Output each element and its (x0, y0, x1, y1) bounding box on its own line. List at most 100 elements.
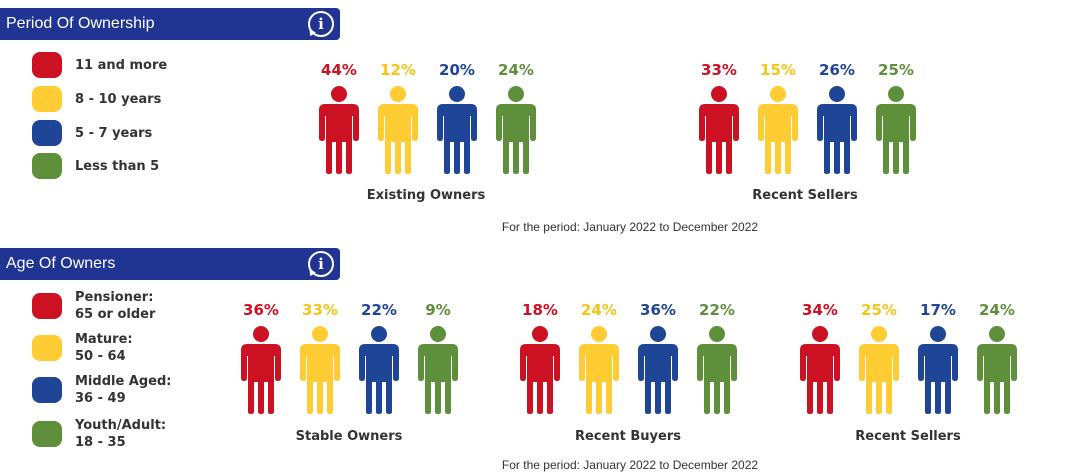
person-figure-yellow: 33% (295, 300, 345, 414)
person-icon (876, 86, 916, 174)
person-figure-red: 18% (515, 300, 565, 414)
legend-swatch-red (32, 52, 62, 78)
person-figure-red: 44% (314, 60, 364, 174)
person-icon (697, 326, 737, 414)
age-header: Age Of Owners i (0, 248, 340, 280)
percent-label: 24% (979, 301, 1015, 319)
legend-item-8-10-years: 8 - 10 years (32, 86, 161, 112)
person-icon (800, 326, 840, 414)
person-figure-yellow: 25% (854, 300, 904, 414)
person-figure-yellow: 15% (753, 60, 803, 174)
person-figure-blue: 22% (354, 300, 404, 414)
legend-item-5-7-years: 5 - 7 years (32, 120, 152, 146)
ownership-period-note: For the period: January 2022 to December… (501, 220, 759, 234)
person-figure-yellow: 12% (373, 60, 423, 174)
legend-label: Pensioner: (75, 290, 154, 305)
person-figure-yellow: 24% (574, 300, 624, 414)
legend-label: Middle Aged: (75, 374, 172, 389)
ownership-title: Period Of Ownership (6, 15, 155, 32)
person-icon (579, 326, 619, 414)
percent-label: 12% (380, 61, 416, 79)
person-figure-green: 24% (491, 60, 541, 174)
legend-item-pensioner: Pensioner: 65 or older (32, 289, 155, 323)
legend-swatch-yellow (32, 335, 62, 361)
person-icon (359, 326, 399, 414)
person-figure-blue: 20% (432, 60, 482, 174)
percent-label: 26% (819, 61, 855, 79)
legend-swatch-green (32, 153, 62, 179)
person-icon (758, 86, 798, 174)
person-figure-red: 33% (694, 60, 744, 174)
legend-sublabel: 18 - 35 (75, 435, 126, 450)
person-icon (699, 86, 739, 174)
person-icon (496, 86, 536, 174)
group-label: Recent Sellers (752, 188, 858, 203)
legend-sublabel: 50 - 64 (75, 349, 126, 364)
person-figure-red: 34% (795, 300, 845, 414)
legend-label: Youth/Adult: (75, 418, 167, 433)
percent-label: 25% (861, 301, 897, 319)
percent-label: 18% (522, 301, 558, 319)
group-label: Stable Owners (295, 429, 403, 444)
percent-label: 9% (425, 301, 451, 319)
percent-label: 36% (640, 301, 676, 319)
person-figure-green: 9% (413, 300, 463, 414)
legend-item-11-and-more: 11 and more (32, 52, 167, 78)
person-figure-red: 36% (236, 300, 286, 414)
percent-label: 33% (701, 61, 737, 79)
person-figure-blue: 26% (812, 60, 862, 174)
group-label: Recent Buyers (575, 429, 681, 444)
percent-label: 22% (361, 301, 397, 319)
legend-label: 8 - 10 years (75, 91, 162, 107)
person-figure-blue: 17% (913, 300, 963, 414)
group-label: Existing Owners (366, 188, 486, 203)
legend-swatch-blue (32, 377, 62, 403)
legend-swatch-green (32, 421, 62, 447)
percent-label: 22% (699, 301, 735, 319)
percent-label: 36% (243, 301, 279, 319)
person-figure-green: 22% (692, 300, 742, 414)
legend-swatch-blue (32, 120, 62, 146)
legend-item-middle-aged: Middle Aged: 36 - 49 (32, 373, 172, 407)
percent-label: 15% (760, 61, 796, 79)
info-icon[interactable]: i (308, 11, 334, 37)
percent-label: 20% (439, 61, 475, 79)
age-title: Age Of Owners (6, 255, 116, 272)
group-label: Recent Sellers (855, 429, 961, 444)
person-icon (418, 326, 458, 414)
person-icon (300, 326, 340, 414)
legend-label: Mature: (75, 332, 133, 347)
percent-label: 24% (498, 61, 534, 79)
legend-label: 11 and more (75, 57, 168, 73)
legend-label: Less than 5 (75, 158, 160, 174)
info-icon[interactable]: i (308, 251, 334, 277)
person-icon (817, 86, 857, 174)
percent-label: 44% (321, 61, 357, 79)
percent-label: 17% (920, 301, 956, 319)
legend-item-mature: Mature: 50 - 64 (32, 331, 133, 365)
legend-label: 5 - 7 years (75, 125, 153, 141)
legend-sublabel: 65 or older (75, 307, 156, 322)
person-icon (378, 86, 418, 174)
percent-label: 33% (302, 301, 338, 319)
legend-swatch-red (32, 293, 62, 319)
legend-sublabel: 36 - 49 (75, 391, 126, 406)
percent-label: 24% (581, 301, 617, 319)
person-figure-green: 24% (972, 300, 1022, 414)
age-period-note: For the period: January 2022 to December… (501, 458, 759, 472)
percent-label: 34% (802, 301, 838, 319)
legend-item-less-than-5: Less than 5 (32, 153, 159, 179)
legend-item-youth-adult: Youth/Adult: 18 - 35 (32, 417, 166, 451)
person-icon (319, 86, 359, 174)
person-figure-green: 25% (871, 60, 921, 174)
percent-label: 25% (878, 61, 914, 79)
person-icon (241, 326, 281, 414)
ownership-header: Period Of Ownership i (0, 8, 340, 40)
person-icon (918, 326, 958, 414)
person-figure-blue: 36% (633, 300, 683, 414)
person-icon (977, 326, 1017, 414)
person-icon (520, 326, 560, 414)
person-icon (437, 86, 477, 174)
person-icon (638, 326, 678, 414)
legend-swatch-yellow (32, 86, 62, 112)
